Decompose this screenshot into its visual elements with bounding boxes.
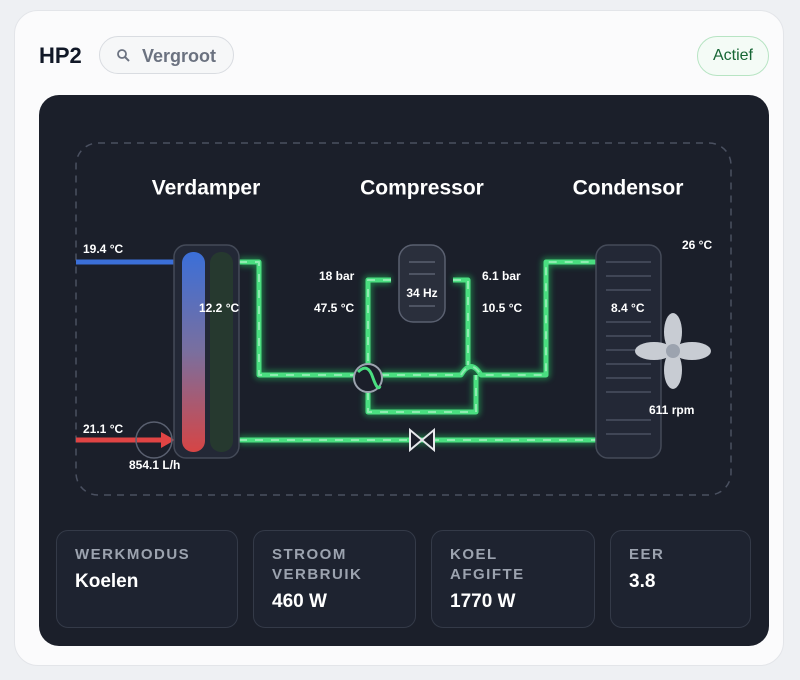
compressor [398, 244, 446, 323]
title: HP2 [39, 43, 82, 68]
reading: 34 Hz [406, 286, 437, 300]
stat-label: EER [629, 546, 665, 563]
system-border [75, 142, 732, 496]
stat-card: KOEL AFGIFTE 1770 W [431, 530, 595, 628]
stat-label: WERKMODUS [75, 546, 191, 563]
zoom-label: Vergroot [142, 46, 217, 66]
stat-card: STROOM VERBRUIK 460 W [253, 530, 416, 628]
valve-path [356, 366, 382, 390]
stat-value: 460 W [272, 591, 327, 612]
pump [135, 421, 173, 459]
reading: 12.2 °C [199, 301, 239, 315]
flow-arrow [161, 432, 175, 448]
section-label: Verdamper [152, 177, 261, 200]
reading: 611 rpm [649, 403, 694, 417]
search-icon [117, 49, 130, 62]
compressor-lines [409, 261, 435, 307]
reading: 47.5 °C [314, 301, 354, 315]
reading: 26 °C [682, 238, 712, 252]
reading: 6.1 bar [482, 269, 521, 283]
stat-label: STROOM VERBRUIK [272, 546, 363, 583]
heat-pump-card: HP2 Vergroot Actief Verdamper Compressor… [14, 10, 784, 666]
zoom-button[interactable]: Vergroot [99, 36, 234, 74]
diagram: Verdamper Compressor Condensor [75, 142, 732, 496]
status-badge: Actief [697, 36, 769, 76]
expansion-valve [420, 427, 435, 453]
reading: 854.1 L/h [129, 458, 180, 472]
stat-card: WERKMODUS Koelen [56, 530, 238, 628]
reading: 8.4 °C [611, 301, 645, 315]
fan [635, 313, 711, 389]
section-label: Compressor [360, 177, 484, 200]
reading: 18 bar [319, 269, 355, 283]
reading: 19.4 °C [83, 242, 123, 256]
stat-card: EER 3.8 [610, 530, 751, 628]
stat-label: KOEL AFGIFTE [450, 546, 525, 583]
stat-value: Koelen [75, 571, 139, 592]
water-side [182, 252, 205, 452]
stat-value: 1770 W [450, 591, 516, 612]
reading: 10.5 °C [482, 301, 522, 315]
reading: 21.1 °C [83, 422, 123, 436]
expansion-valve [409, 427, 424, 453]
diagram-panel: Verdamper Compressor Condensor [39, 95, 769, 646]
refrigerant-side [210, 252, 233, 452]
section-label: Condensor [573, 177, 684, 200]
stat-value: 3.8 [629, 571, 656, 592]
